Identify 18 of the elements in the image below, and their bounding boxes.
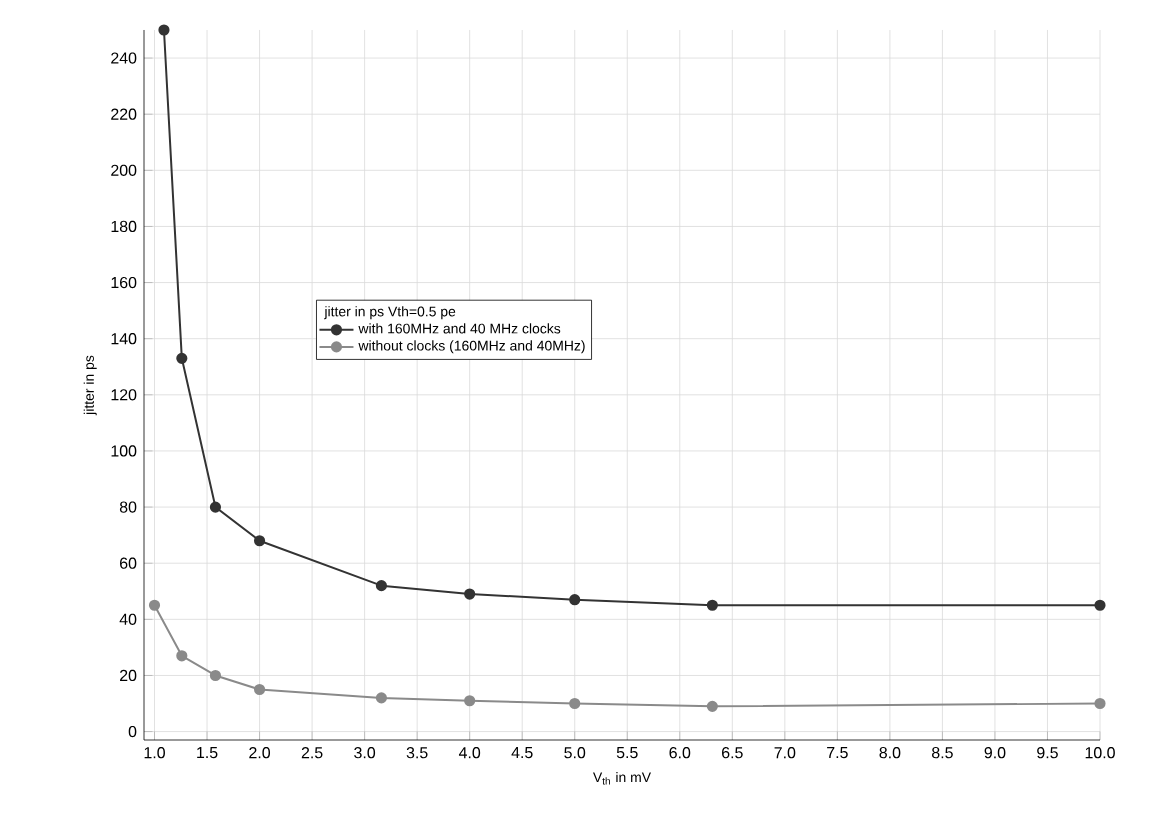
point <box>209 501 222 513</box>
point <box>706 700 718 712</box>
point <box>158 24 170 36</box>
point <box>209 669 222 682</box>
point <box>1094 599 1106 611</box>
point <box>1094 697 1106 710</box>
point <box>148 599 161 611</box>
point <box>706 599 718 611</box>
point <box>375 692 388 704</box>
point <box>464 588 476 600</box>
point <box>253 535 266 547</box>
point <box>253 683 266 696</box>
point <box>569 594 581 606</box>
point <box>464 695 476 707</box>
point <box>176 352 188 364</box>
point <box>375 580 388 592</box>
point <box>569 697 581 710</box>
point <box>176 650 188 662</box>
